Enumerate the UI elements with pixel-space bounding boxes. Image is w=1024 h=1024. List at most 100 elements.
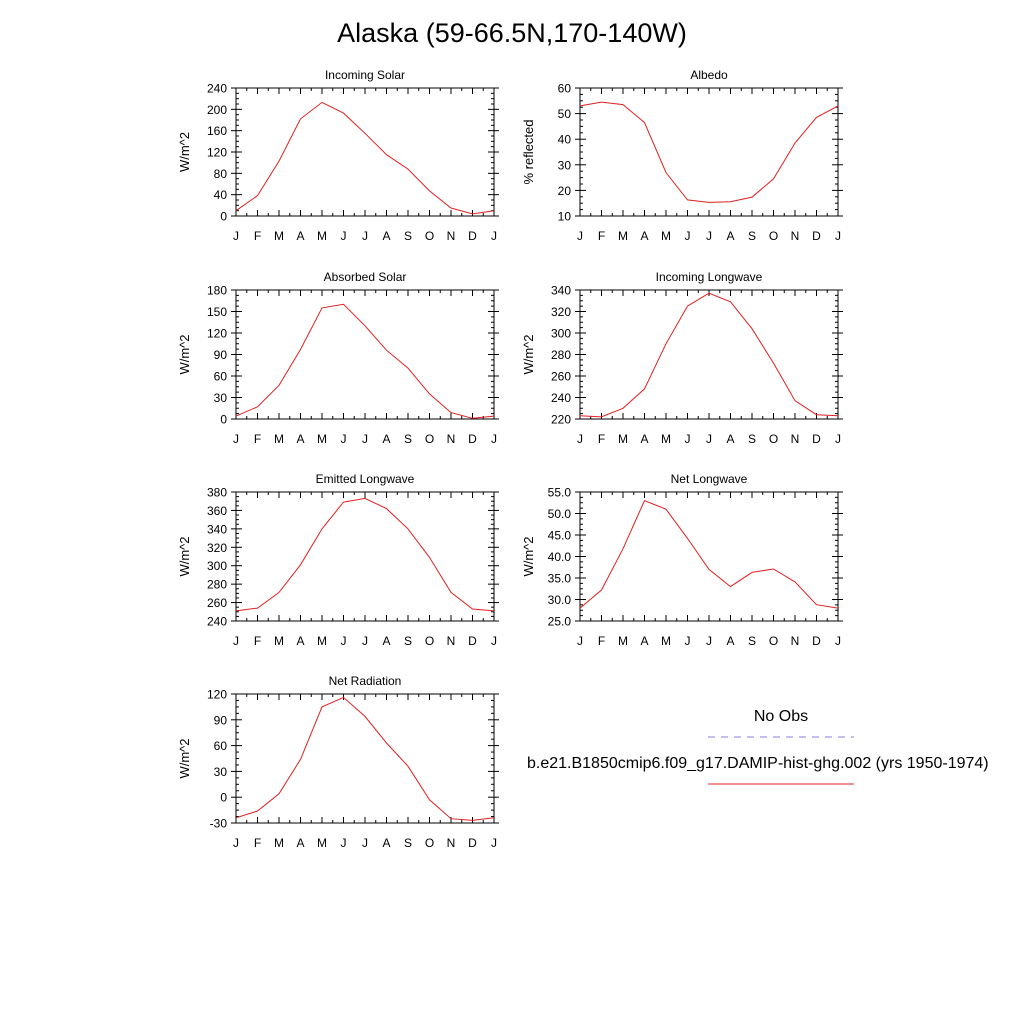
- x-tick-label: S: [404, 634, 412, 648]
- y-tick-label: 60: [558, 82, 572, 96]
- x-tick-label: M: [274, 229, 284, 243]
- plot-frame: [235, 289, 495, 420]
- x-tick-label: N: [791, 229, 800, 243]
- x-tick-label: O: [425, 836, 434, 850]
- series-line: [235, 497, 495, 612]
- x-tick-label: O: [769, 634, 778, 648]
- x-tick-label: M: [317, 836, 327, 850]
- y-tick-label: 200: [207, 103, 227, 117]
- x-tick-label: J: [491, 634, 497, 648]
- panel-net-longwave: J F M A M J J A S O N D J25.030.035.040.045.050.055.…: [521, 472, 843, 648]
- y-tick-label: 320: [207, 541, 227, 555]
- x-tick-label: D: [812, 634, 821, 648]
- y-tick-label: 260: [551, 370, 571, 384]
- series-line: [579, 499, 839, 609]
- legend: No Obs b.e21.B1850cmip6.f09_g17.DAMIP-hi…: [527, 708, 989, 785]
- x-tick-label: J: [491, 229, 497, 243]
- x-tick-label: J: [341, 432, 347, 446]
- plot-frame: [235, 693, 495, 824]
- x-tick-label: F: [254, 432, 261, 446]
- x-tick-label: J: [685, 229, 691, 243]
- x-tick-label: S: [748, 229, 756, 243]
- x-tick-label: A: [382, 836, 390, 850]
- x-tick-label: J: [362, 432, 368, 446]
- x-tick-label: S: [404, 432, 412, 446]
- y-tick-label: 30.0: [548, 593, 572, 607]
- x-tick-label: J: [685, 432, 691, 446]
- x-tick-label: J: [233, 432, 239, 446]
- x-tick-label: N: [447, 432, 456, 446]
- x-tick-label: J: [835, 634, 841, 648]
- x-tick-label: J: [233, 634, 239, 648]
- y-tick-label: 50: [558, 107, 572, 121]
- x-tick-label: A: [382, 229, 390, 243]
- x-tick-label: S: [404, 836, 412, 850]
- legend-model-label: b.e21.B1850cmip6.f09_g17.DAMIP-hist-ghg.…: [527, 755, 989, 772]
- x-tick-label: J: [233, 836, 239, 850]
- x-tick-label: A: [296, 836, 304, 850]
- x-tick-label: F: [598, 634, 605, 648]
- x-tick-label: F: [598, 229, 605, 243]
- x-tick-label: O: [769, 432, 778, 446]
- x-tick-label: A: [726, 634, 734, 648]
- x-tick-label: M: [618, 229, 628, 243]
- y-tick-label: -30: [210, 817, 228, 831]
- y-tick-label: 160: [207, 124, 227, 138]
- y-tick-label: 120: [207, 146, 227, 160]
- y-tick-label: 80: [214, 167, 228, 181]
- x-tick-label: J: [341, 634, 347, 648]
- y-tick-label: 320: [551, 305, 571, 319]
- y-tick-label: 90: [214, 348, 228, 362]
- x-tick-label: S: [748, 634, 756, 648]
- y-axis-label: % reflected: [521, 119, 536, 184]
- panel-title: Net Longwave: [671, 472, 748, 486]
- y-tick-label: 0: [220, 791, 227, 805]
- x-tick-label: A: [640, 634, 648, 648]
- y-tick-label: 0: [220, 210, 227, 224]
- y-tick-label: 50.0: [548, 507, 572, 521]
- panel-incoming-longwave: J F M A M J J A S O N D J220240260280300320340Incomi…: [521, 270, 843, 446]
- y-axis-label: W/m^2: [177, 132, 192, 172]
- x-tick-label: M: [661, 229, 671, 243]
- x-tick-label: N: [791, 432, 800, 446]
- y-tick-label: 150: [207, 305, 227, 319]
- x-tick-label: F: [254, 634, 261, 648]
- series-line: [235, 101, 495, 215]
- x-tick-label: A: [726, 432, 734, 446]
- plot-frame: [579, 289, 839, 420]
- x-tick-label: J: [362, 836, 368, 850]
- x-tick-label: A: [296, 432, 304, 446]
- y-tick-label: 240: [207, 615, 227, 629]
- x-tick-label: D: [468, 836, 477, 850]
- y-tick-label: 10: [558, 210, 572, 224]
- x-tick-label: J: [233, 229, 239, 243]
- y-axis-label: W/m^2: [521, 536, 536, 576]
- x-tick-label: N: [447, 229, 456, 243]
- y-tick-label: 220: [551, 413, 571, 427]
- y-tick-label: 180: [207, 284, 227, 298]
- panel-title: Emitted Longwave: [316, 472, 415, 486]
- legend-obs-label: No Obs: [754, 708, 808, 725]
- figure-title: Alaska (59-66.5N,170-140W): [337, 18, 687, 48]
- x-tick-label: M: [661, 432, 671, 446]
- y-tick-label: 280: [207, 578, 227, 592]
- x-tick-label: J: [341, 836, 347, 850]
- y-tick-label: 20: [558, 184, 572, 198]
- series-line: [235, 696, 495, 821]
- x-tick-label: J: [706, 229, 712, 243]
- x-tick-label: J: [577, 229, 583, 243]
- y-tick-label: 120: [207, 327, 227, 341]
- x-tick-label: J: [706, 634, 712, 648]
- y-tick-label: 240: [207, 82, 227, 96]
- y-axis-label: W/m^2: [177, 334, 192, 374]
- y-tick-label: 30: [558, 158, 572, 172]
- x-tick-label: D: [468, 229, 477, 243]
- x-tick-label: O: [425, 229, 434, 243]
- x-tick-label: A: [382, 432, 390, 446]
- y-tick-label: 340: [551, 284, 571, 298]
- plot-frame: [235, 87, 495, 217]
- x-tick-label: J: [362, 229, 368, 243]
- x-tick-label: S: [748, 432, 756, 446]
- y-tick-label: 40: [558, 133, 572, 147]
